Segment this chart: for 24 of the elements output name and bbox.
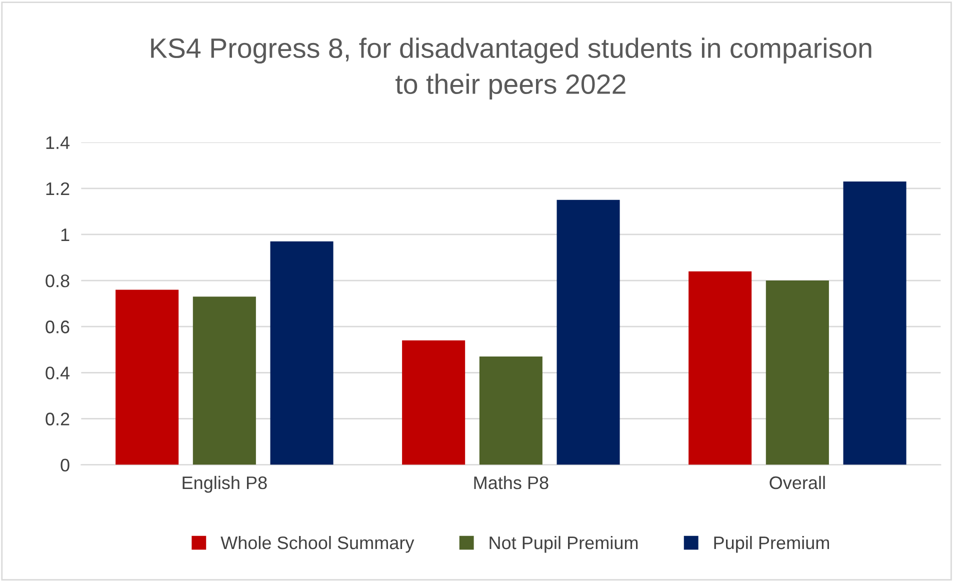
y-tick-label: 0.6 [46, 320, 70, 334]
bar [479, 356, 542, 465]
x-tick-label: Overall [770, 476, 825, 490]
y-tick-label: 0.2 [46, 412, 70, 426]
bar [843, 182, 906, 465]
y-tick-label: 1.2 [46, 182, 70, 195]
bar [688, 271, 752, 465]
x-tick-label: English P8 [182, 476, 267, 493]
bar [402, 340, 466, 465]
bar [192, 296, 256, 465]
bar [766, 280, 829, 465]
legend-label: Pupil Premium [714, 536, 829, 553]
y-tick-label: 0.8 [46, 274, 70, 288]
y-tick-label: 0 [60, 458, 70, 472]
bar [116, 290, 179, 465]
bar [556, 200, 620, 465]
y-tick-label: 0.4 [46, 366, 70, 380]
legend-label: Not Pupil Premium [490, 536, 638, 553]
y-tick-label: 1 [61, 228, 70, 242]
y-tick-label: 1.4 [46, 136, 70, 149]
x-tick-label: Maths P8 [474, 476, 548, 490]
legend-label: Whole School Summary [220, 536, 414, 553]
bar [270, 241, 334, 465]
chart-title: KS4 Progress 8, for disadvantaged students in comparison to their peers 2022 [151, 38, 872, 100]
